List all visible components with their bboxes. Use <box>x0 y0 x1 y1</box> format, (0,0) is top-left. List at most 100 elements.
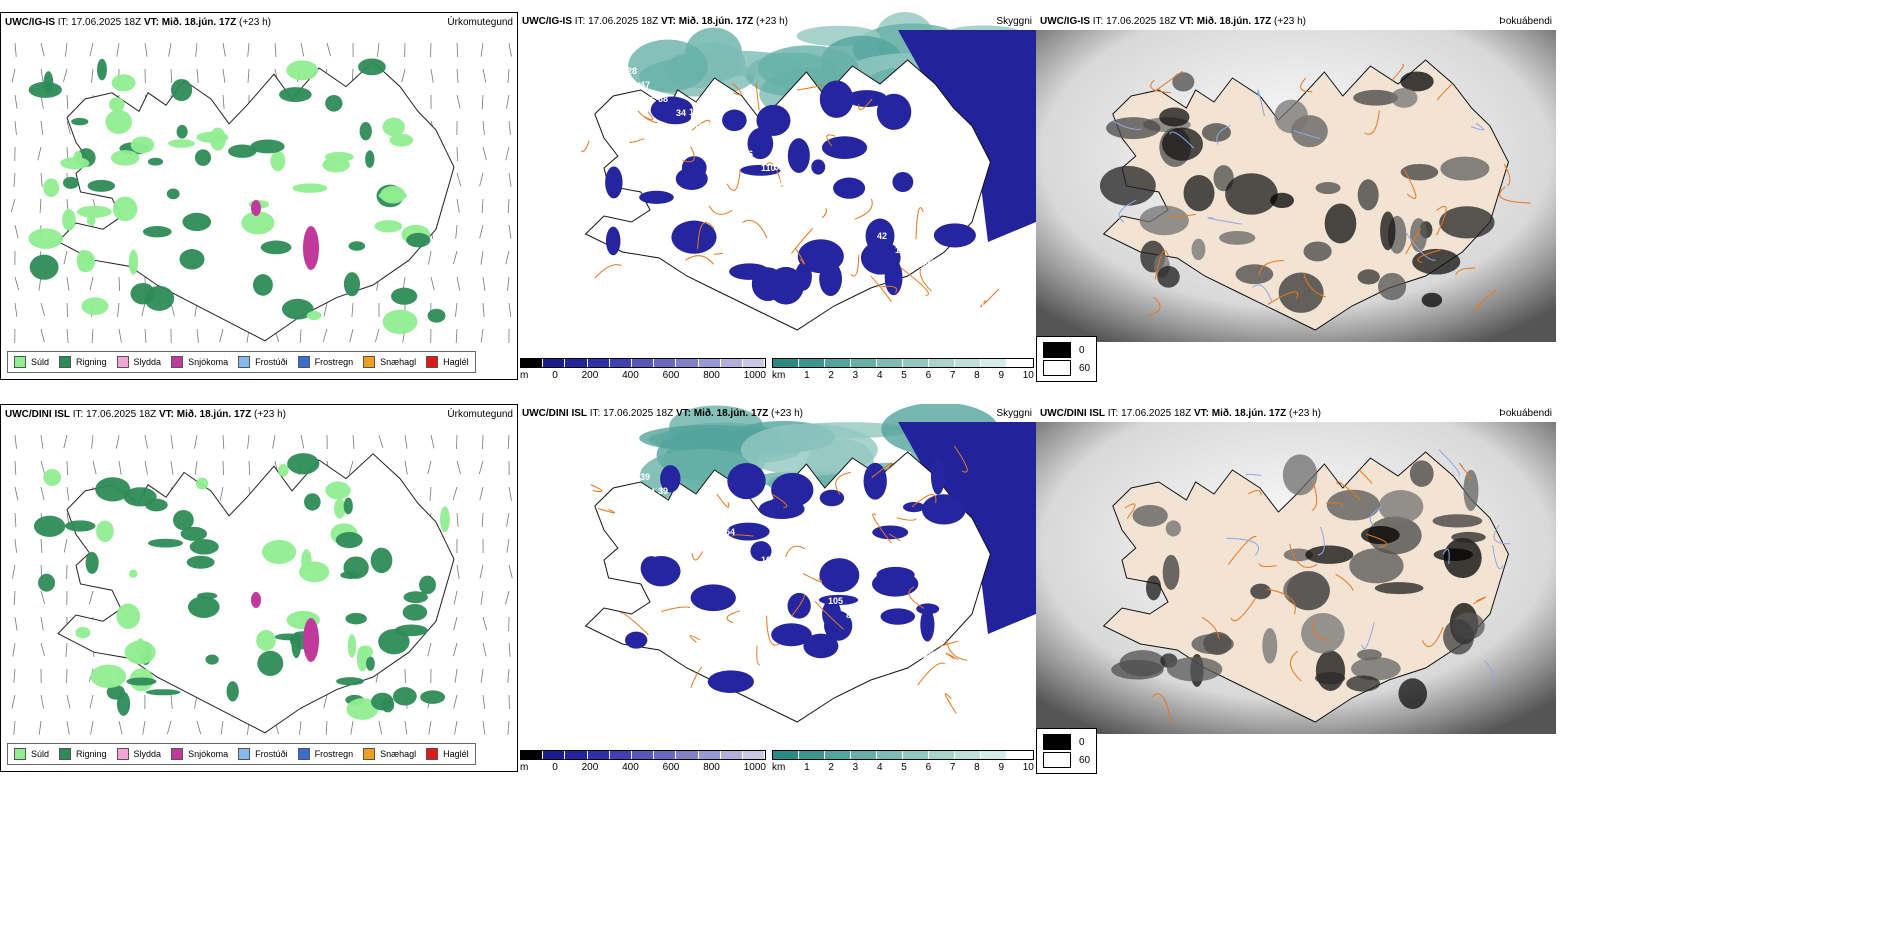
terrain-in-cloud-area <box>821 136 868 159</box>
road <box>580 140 590 152</box>
fog-signal-area <box>1305 545 1354 564</box>
wind-barb <box>66 694 71 709</box>
wind-barb <box>194 434 198 449</box>
road <box>731 82 742 96</box>
wind-barb <box>117 302 120 317</box>
visibility-value-label: 34 <box>908 244 918 254</box>
precip-area <box>250 139 285 154</box>
legend-label: Haglél <box>443 357 469 367</box>
wind-barb <box>222 42 226 57</box>
terrain-in-cloud-area <box>727 463 766 500</box>
wind-barb <box>323 694 328 709</box>
visibility-value-label: 34 <box>676 108 686 118</box>
fog-signal-area <box>1377 272 1407 301</box>
legend-item: Frostregn <box>297 748 353 760</box>
wind-barb <box>455 328 458 343</box>
legend-swatch <box>426 356 439 368</box>
wind-barb <box>118 460 122 475</box>
visibility-value-label: 68 <box>578 54 588 64</box>
wind-barb <box>480 250 484 265</box>
elevation-tick: 0 <box>552 762 558 773</box>
wind-barb <box>375 328 380 343</box>
visibility-value-label: 40 <box>676 500 686 510</box>
precip-area <box>60 157 90 170</box>
road <box>826 134 836 147</box>
legend-item: Súld <box>14 356 49 368</box>
elevation-tick: 200 <box>581 370 599 381</box>
road <box>858 98 873 110</box>
wind-barb <box>13 720 16 735</box>
wind-barb <box>429 486 432 501</box>
panel-product-name: Úrkomutegund <box>447 17 513 28</box>
precip-area <box>292 183 328 193</box>
visibility-value-label: 36 <box>645 95 655 105</box>
road <box>872 513 892 544</box>
road <box>794 247 806 265</box>
precip-area <box>325 94 343 112</box>
wind-barb <box>222 94 225 109</box>
road <box>1437 83 1453 101</box>
precip-area <box>382 117 406 137</box>
colorbar-step <box>631 751 655 759</box>
wind-barb <box>11 68 16 83</box>
wind-barb <box>66 94 69 109</box>
title-lead: (+23 h) <box>1274 16 1306 27</box>
wind-barb <box>40 68 44 83</box>
wind-barb <box>378 434 384 449</box>
precip-area <box>105 109 133 135</box>
road <box>1290 651 1302 682</box>
wind-barb <box>507 668 510 683</box>
wind-barb <box>144 434 148 449</box>
colorbar-step <box>825 751 851 759</box>
visibility-panel: 49 54 237 216 807 102 107 99 103 101 105 90 104 39 40 4… <box>518 404 1036 774</box>
elevation-tick: 600 <box>662 762 680 773</box>
fog-legend-label: 0 <box>1079 736 1085 748</box>
title-model: UWC/IG-IS <box>522 16 572 27</box>
road <box>1227 535 1257 565</box>
low-visibility-area <box>628 39 708 93</box>
road <box>598 508 616 514</box>
panel-product-name: Skyggni <box>996 408 1032 419</box>
panel-product-name: Þokuábendi <box>1499 408 1552 419</box>
legend-swatch <box>171 748 184 760</box>
fog-signal-area <box>1410 218 1428 253</box>
legend-swatch <box>297 356 310 368</box>
title-vt: Mið. 18.jún. 17Z <box>693 408 769 419</box>
visibility-scale: km 1 2 3 4 5 6 7 8 9 10 <box>772 750 1034 773</box>
precip-area <box>116 691 131 716</box>
precip-area <box>112 196 138 222</box>
precip-area <box>257 650 284 676</box>
title-vt-label: VT: <box>143 17 159 28</box>
terrain-in-cloud-area <box>872 525 909 540</box>
precip-area <box>128 249 139 275</box>
road <box>1503 163 1511 187</box>
road <box>1436 205 1447 236</box>
precip-area <box>194 149 212 166</box>
terrain-in-cloud-area <box>903 502 925 513</box>
road <box>980 288 999 308</box>
road <box>726 169 741 191</box>
visibility-value-label: 104 <box>962 678 977 688</box>
road <box>1458 462 1473 480</box>
wind-barb <box>40 434 44 449</box>
visibility-value-label: 104 <box>895 245 910 255</box>
legend-swatch <box>238 748 251 760</box>
title-it-label: IT: <box>57 17 69 28</box>
river <box>1226 537 1260 556</box>
terrain-in-cloud-area <box>916 603 940 615</box>
road <box>1455 267 1476 276</box>
wind-barb <box>481 198 484 213</box>
legend-label: Rigning <box>76 749 107 759</box>
precip-area <box>195 477 209 490</box>
precip-area <box>304 493 321 511</box>
wind-barb <box>222 460 224 475</box>
wind-barb <box>325 720 328 735</box>
road <box>690 666 703 688</box>
wind-barb <box>479 564 484 579</box>
terrain-in-cloud-area <box>876 93 912 130</box>
fog-legend-swatch <box>1043 734 1071 750</box>
legend-item: Snjókoma <box>171 748 228 760</box>
colorbar-step <box>955 751 981 759</box>
precip-area <box>336 677 364 686</box>
colorbar-step <box>903 359 929 367</box>
